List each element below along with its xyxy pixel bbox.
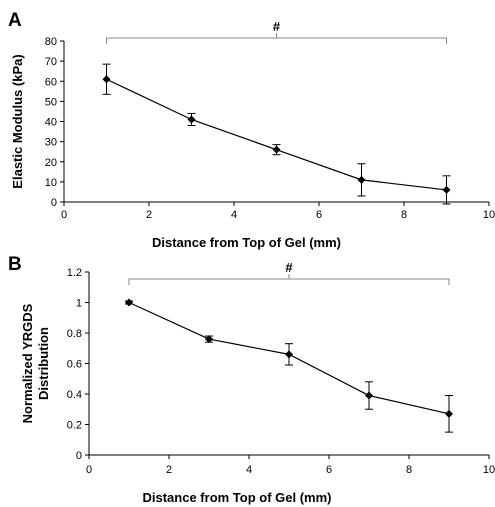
x-tick-label: 0: [61, 209, 67, 221]
x-tick-label: 10: [483, 209, 495, 221]
y-tick-label: 20: [45, 157, 57, 169]
y-tick-label: 0: [76, 450, 82, 462]
data-point: [125, 298, 133, 307]
y-tick-label: 0.6: [67, 359, 82, 371]
panel-label: B: [8, 254, 22, 275]
y-tick-label: 60: [45, 76, 57, 88]
y-axis-title: Normalized YRGDSDistribution: [20, 303, 51, 423]
series-line: [106, 78, 447, 191]
data-point: [187, 115, 196, 124]
panel-label: A: [8, 10, 22, 31]
x-axis-title: Distance from Top of Gel (mm): [152, 235, 341, 250]
y-tick-label: 70: [45, 56, 57, 68]
x-tick-label: 10: [483, 464, 495, 476]
y-tick-label: 0.4: [67, 389, 82, 401]
x-tick-label: 4: [246, 464, 252, 476]
significance-label: #: [285, 260, 293, 275]
data-point: [272, 145, 281, 154]
x-axis-title: Distance from Top of Gel (mm): [143, 490, 332, 505]
significance-bracket: [106, 37, 447, 44]
data-point: [445, 409, 453, 418]
x-tick-label: 4: [231, 209, 237, 221]
x-tick-label: 8: [406, 464, 412, 476]
y-tick-label: 30: [45, 137, 57, 149]
data-point: [205, 335, 213, 344]
y-tick-label: 10: [45, 177, 57, 189]
y-tick-label: 80: [45, 36, 57, 48]
y-axis-title-line: Normalized YRGDS: [20, 303, 35, 423]
chart-panel-a: A 0 10 20 30 40 50 60 70 80 0 2 4 6 8 10 Distance from T…: [8, 10, 495, 250]
y-tick-label: 1.2: [67, 267, 82, 279]
y-tick-label: 1: [76, 298, 82, 310]
significance-label: #: [273, 19, 281, 34]
y-axis-title: Elastic Modulus (kPa): [10, 54, 25, 188]
y-tick-label: 50: [45, 96, 57, 108]
data-point: [357, 175, 366, 184]
y-tick-label: 0.8: [67, 328, 82, 340]
x-tick-label: 2: [146, 209, 152, 221]
chart-panel-b: B 0 0.2 0.4 0.6 0.8 1 1.2 0 2 4 6 8 10 Distance from T…: [8, 254, 495, 505]
x-tick-label: 8: [401, 209, 407, 221]
data-point: [285, 350, 293, 359]
y-tick-label: 40: [45, 117, 57, 129]
y-axis-title-line: Distribution: [36, 327, 51, 400]
x-tick-label: 2: [166, 464, 172, 476]
x-tick-label: 6: [316, 209, 322, 221]
data-point: [365, 391, 373, 400]
data-point: [102, 75, 111, 84]
data-point: [442, 185, 451, 194]
x-tick-label: 6: [326, 464, 332, 476]
y-tick-label: 0.2: [67, 420, 82, 432]
x-tick-label: 0: [86, 464, 92, 476]
y-axis-title-line: Elastic Modulus (kPa): [10, 54, 25, 188]
significance-bracket: [128, 278, 450, 285]
y-tick-label: 0: [51, 197, 57, 209]
